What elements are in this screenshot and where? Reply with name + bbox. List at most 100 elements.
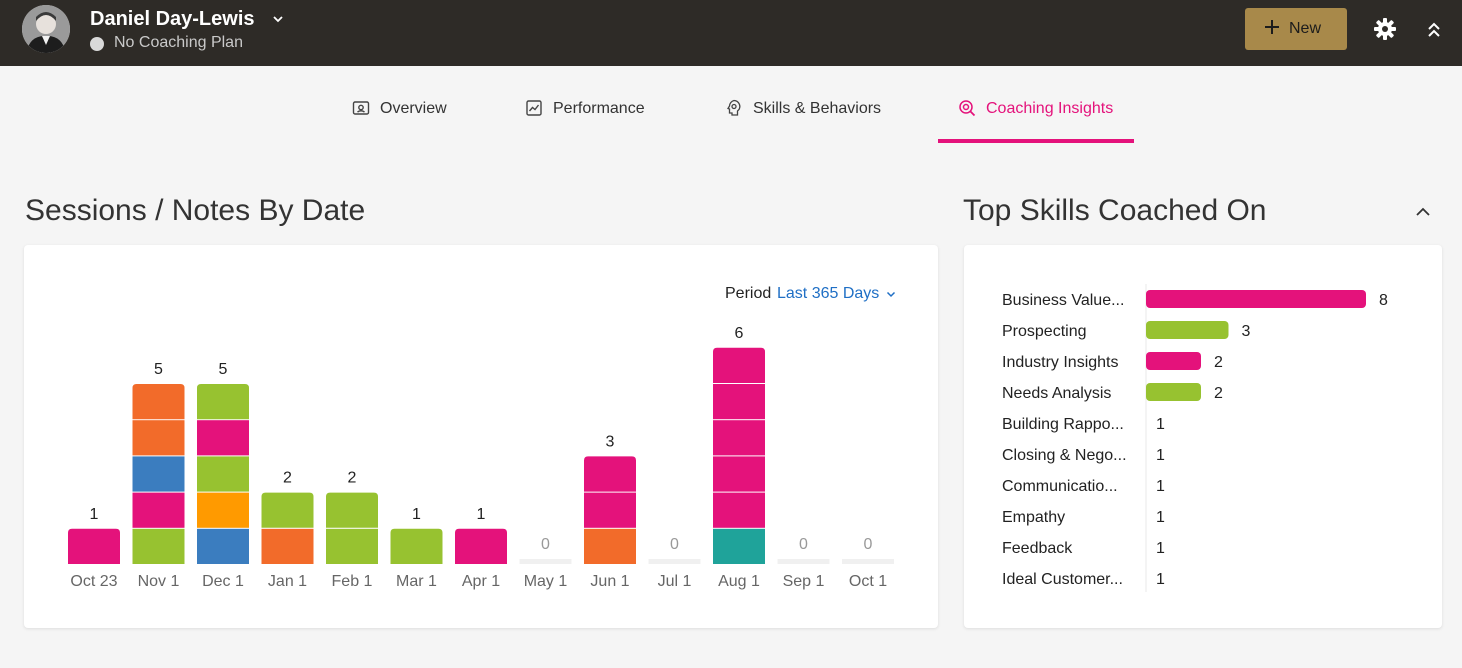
user-name[interactable]: Daniel Day-Lewis xyxy=(90,8,255,30)
bar-segment[interactable] xyxy=(390,528,443,564)
empty-bar xyxy=(777,559,830,564)
bar-segment[interactable] xyxy=(713,347,765,383)
bar-value-label: 6 xyxy=(735,325,744,342)
coaching-insights-icon xyxy=(959,100,976,117)
skill-bar[interactable] xyxy=(1146,321,1229,339)
skill-label: Prospecting xyxy=(1002,323,1087,340)
skill-bar[interactable] xyxy=(1146,352,1201,370)
tab-overview-label: Overview xyxy=(380,100,447,117)
skill-value-label: 3 xyxy=(1242,323,1251,340)
x-tick-label: Oct 1 xyxy=(849,573,887,590)
bar-segment[interactable] xyxy=(197,420,249,456)
sessions-chart: 1 Oct 23 5 Nov 1 5 Dec 1 2 Jan 1 2 Feb 1 1 Mar 1 1 Ap… xyxy=(68,325,894,590)
skill-label: Communicatio... xyxy=(1002,478,1118,495)
x-tick-label: Oct 23 xyxy=(70,573,117,590)
bar-value-label: 2 xyxy=(348,470,357,487)
tab-skills-behaviors-label: Skills & Behaviors xyxy=(753,100,882,117)
period-label: Period xyxy=(725,285,772,302)
skill-value-label: 1 xyxy=(1156,416,1165,433)
top-bar: Daniel Day-Lewis No Coaching Plan New xyxy=(0,0,1462,66)
bar-segment[interactable] xyxy=(326,492,378,528)
collapse-header-icon[interactable] xyxy=(1424,20,1444,40)
avatar[interactable] xyxy=(22,5,70,53)
tab-performance-label: Performance xyxy=(553,100,645,117)
skill-value-label: 1 xyxy=(1156,447,1165,464)
chevron-down-icon[interactable] xyxy=(885,288,897,300)
empty-bar xyxy=(842,559,894,564)
skill-label: Feedback xyxy=(1002,540,1073,557)
bar-segment[interactable] xyxy=(584,528,636,564)
skills-icon xyxy=(727,99,741,116)
period-dropdown[interactable]: Last 365 Days xyxy=(777,285,880,302)
bar-segment[interactable] xyxy=(713,528,765,564)
tab-overview[interactable]: Overview xyxy=(352,97,462,143)
sessions-section-title: Sessions / Notes By Date xyxy=(25,194,366,227)
x-tick-label: May 1 xyxy=(524,573,568,590)
bar-segment[interactable] xyxy=(713,456,765,492)
new-button[interactable]: New xyxy=(1245,8,1347,50)
bar-segment[interactable] xyxy=(261,492,314,528)
bar-value-label: 3 xyxy=(606,433,615,450)
plus-icon xyxy=(1265,20,1279,34)
bar-segment[interactable] xyxy=(197,492,249,528)
x-tick-label: Jul 1 xyxy=(658,573,692,590)
bar-value-label: 1 xyxy=(412,506,421,523)
bar-value-label: 0 xyxy=(541,536,550,553)
bar-value-label: 0 xyxy=(799,536,808,553)
coaching-plan-status: No Coaching Plan xyxy=(114,34,243,51)
plan-status-dot xyxy=(90,37,104,51)
gear-icon[interactable] xyxy=(1373,17,1397,41)
x-tick-label: Sep 1 xyxy=(783,573,825,590)
empty-bar xyxy=(519,559,572,564)
bar-segment[interactable] xyxy=(713,492,765,528)
bar-value-label: 2 xyxy=(283,470,292,487)
bar-segment[interactable] xyxy=(455,528,507,564)
skill-value-label: 1 xyxy=(1156,478,1165,495)
skill-label: Ideal Customer... xyxy=(1002,571,1123,588)
tab-skills-behaviors[interactable]: Skills & Behaviors xyxy=(725,97,895,143)
bar-segment[interactable] xyxy=(326,528,378,564)
x-tick-label: Aug 1 xyxy=(718,573,760,590)
bar-segment[interactable] xyxy=(713,420,765,456)
x-tick-label: Nov 1 xyxy=(138,573,180,590)
skills-chart: Business Value... 8 Prospecting 3 Industry I… xyxy=(1002,284,1388,592)
skill-value-label: 2 xyxy=(1214,385,1223,402)
chevron-up-icon[interactable] xyxy=(1413,202,1433,222)
bar-segment[interactable] xyxy=(197,528,249,564)
bar-segment[interactable] xyxy=(132,456,185,492)
bar-value-label: 1 xyxy=(477,506,486,523)
bar-value-label: 0 xyxy=(670,536,679,553)
skill-bar[interactable] xyxy=(1146,290,1366,308)
new-button-label: New xyxy=(1289,20,1322,37)
tab-coaching-insights[interactable]: Coaching Insights xyxy=(958,97,1128,143)
tab-performance[interactable]: Performance xyxy=(525,97,665,143)
skill-value-label: 8 xyxy=(1379,292,1388,309)
avatar-image xyxy=(22,5,70,53)
bar-segment[interactable] xyxy=(584,492,636,528)
empty-bar xyxy=(648,559,701,564)
bar-value-label: 5 xyxy=(154,361,163,378)
x-tick-label: Feb 1 xyxy=(332,573,373,590)
bar-segment[interactable] xyxy=(132,528,185,564)
skill-label: Industry Insights xyxy=(1002,354,1119,371)
chevron-down-icon[interactable] xyxy=(271,12,285,26)
skill-label: Needs Analysis xyxy=(1002,385,1111,402)
bar-segment[interactable] xyxy=(132,384,185,420)
bar-segment[interactable] xyxy=(68,528,120,564)
bar-segment[interactable] xyxy=(132,492,185,528)
skill-bar[interactable] xyxy=(1146,383,1201,401)
bar-value-label: 5 xyxy=(219,361,228,378)
bar-segment[interactable] xyxy=(713,384,765,420)
skill-value-label: 2 xyxy=(1214,354,1223,371)
tab-coaching-insights-label: Coaching Insights xyxy=(986,100,1114,117)
bar-segment[interactable] xyxy=(261,528,314,564)
bar-segment[interactable] xyxy=(584,456,636,492)
bar-value-label: 0 xyxy=(864,536,873,553)
bar-segment[interactable] xyxy=(132,420,185,456)
skill-label: Closing & Nego... xyxy=(1002,447,1127,464)
bar-segment[interactable] xyxy=(197,456,249,492)
x-tick-label: Apr 1 xyxy=(462,573,500,590)
skill-value-label: 1 xyxy=(1156,540,1165,557)
skill-label: Business Value... xyxy=(1002,292,1124,309)
bar-segment[interactable] xyxy=(197,384,249,420)
